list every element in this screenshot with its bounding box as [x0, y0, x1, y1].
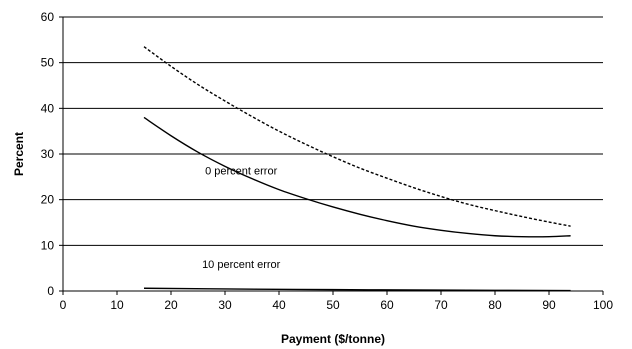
x-tick-label: 30 — [218, 298, 232, 312]
y-tick-label: 40 — [41, 101, 55, 115]
gridlines — [63, 17, 603, 245]
annotation-label: 10 percent error — [202, 259, 281, 271]
x-tick-label: 50 — [326, 298, 340, 312]
x-tick-label: 100 — [593, 298, 613, 312]
y-tick-label: 0 — [47, 284, 54, 298]
annotation-label: 0 percent error — [205, 166, 277, 178]
labels: 0 10 20 30 40 50 60 0 10 20 30 40 50 60 70 80 90 100 Payme… — [12, 10, 613, 346]
x-tick-label: 80 — [488, 298, 502, 312]
y-tick-label: 60 — [41, 10, 55, 24]
y-axis-title: Percent — [12, 132, 26, 176]
y-tick-label: 30 — [41, 147, 55, 161]
x-tick-label: 40 — [272, 298, 286, 312]
x-tick-label: 20 — [164, 298, 178, 312]
y-tick-label: 10 — [41, 238, 55, 252]
y-tick-label: 50 — [41, 56, 55, 70]
x-tick-label: 60 — [380, 298, 394, 312]
y-tick-label: 20 — [41, 193, 55, 207]
x-tick-label: 70 — [434, 298, 448, 312]
x-tick-label: 10 — [110, 298, 124, 312]
x-axis-title: Payment ($/tonne) — [281, 332, 385, 346]
series-line-3 — [144, 288, 571, 290]
x-tick-label: 90 — [542, 298, 556, 312]
x-tick-label: 0 — [60, 298, 67, 312]
